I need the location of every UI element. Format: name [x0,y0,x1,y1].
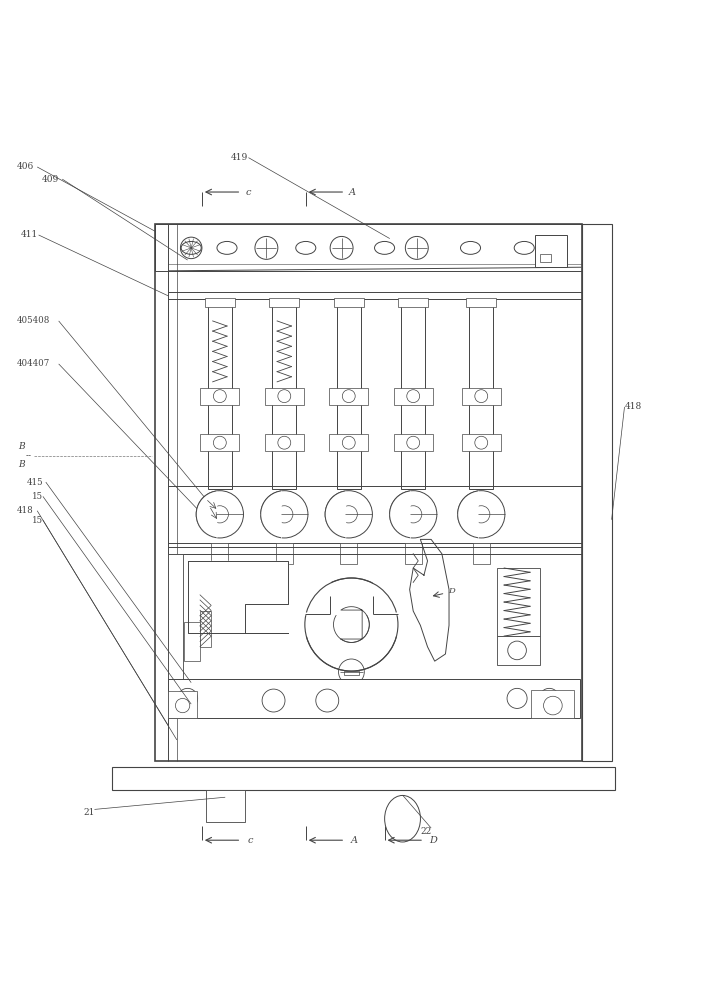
Text: 418: 418 [17,506,34,515]
Text: 418: 418 [625,402,642,411]
Text: c: c [248,836,253,845]
Text: A: A [351,836,358,845]
Bar [200,611,211,647]
Bar [168,691,197,718]
Bar [401,303,426,489]
Bar [265,388,303,405]
Bar [497,568,540,636]
Bar [329,388,368,405]
Bar [184,622,200,661]
Text: A: A [349,188,356,197]
Bar [168,679,580,718]
Text: 404407: 404407 [17,359,50,368]
Bar [201,388,239,405]
Bar [531,690,574,718]
Bar [469,303,493,489]
Bar [272,303,296,489]
Text: --: -- [26,451,32,460]
Text: 415: 415 [27,478,43,487]
Bar [336,303,361,489]
Bar [269,298,299,307]
Bar [112,767,615,790]
Bar [155,224,582,761]
Ellipse shape [385,795,421,842]
Bar [497,636,540,665]
Text: B: B [18,442,24,451]
Bar [205,298,235,307]
Text: 405408: 405408 [17,316,50,325]
Polygon shape [188,561,288,633]
Bar [334,298,364,307]
Text: 406: 406 [17,162,35,171]
Bar [398,298,429,307]
Bar [394,434,433,451]
Text: B: B [18,460,24,469]
Text: 22: 22 [421,827,431,836]
Bar [340,543,357,564]
Bar [265,434,303,451]
Polygon shape [305,571,398,614]
Text: 21: 21 [83,808,95,817]
Bar [462,388,500,405]
Bar [208,303,232,489]
Bar [206,790,245,822]
Text: 419: 419 [231,153,248,162]
Bar [275,543,293,564]
Bar [462,434,500,451]
Bar [540,254,551,262]
Text: 15: 15 [32,516,42,525]
Text: 15: 15 [32,492,42,501]
Bar [472,543,490,564]
Bar [211,543,229,564]
Text: 411: 411 [21,230,38,239]
Bar [155,224,582,271]
Text: D: D [429,836,437,845]
Text: 409: 409 [42,175,60,184]
Bar [535,235,567,267]
Bar [394,388,433,405]
Bar [201,434,239,451]
Bar [344,671,359,675]
Bar [466,298,496,307]
Bar [329,434,368,451]
Bar [405,543,422,564]
Text: c: c [246,188,251,197]
Bar [582,224,612,761]
Text: D: D [448,587,454,595]
Bar [168,554,183,718]
